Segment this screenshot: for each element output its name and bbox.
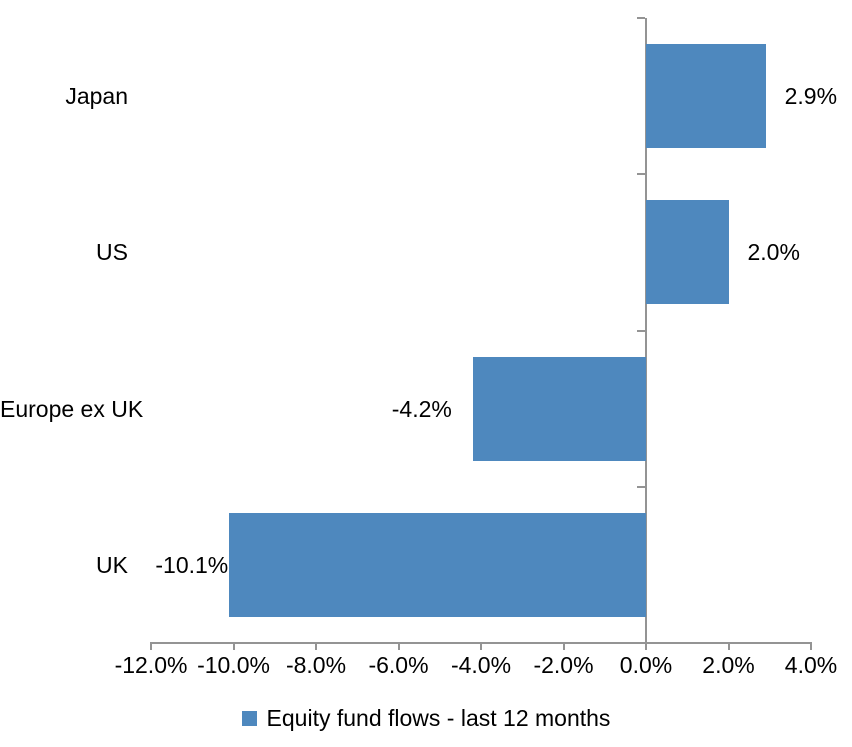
legend-swatch-icon <box>241 711 257 727</box>
category-label: UK <box>96 551 128 578</box>
bar <box>646 44 766 149</box>
category-label: Europe ex UK <box>0 395 144 422</box>
x-axis-tick <box>727 643 730 650</box>
x-axis-tick <box>397 643 400 650</box>
category-axis-tick <box>637 329 645 332</box>
legend-label: Equity fund flows - last 12 months <box>266 705 611 731</box>
bar-value-label: -10.1% <box>155 551 229 578</box>
category-label: Japan <box>65 83 128 110</box>
x-tick-label: 4.0% <box>784 652 838 678</box>
bar <box>229 512 646 617</box>
x-axis-tick <box>645 643 647 650</box>
x-axis-tick <box>810 643 812 650</box>
category-label: US <box>96 239 128 266</box>
category-axis-tick <box>637 17 645 19</box>
category-axis-tick <box>637 485 645 488</box>
bar-value-label: 2.0% <box>747 239 800 266</box>
x-tick-label: -4.0% <box>450 652 512 678</box>
legend: Equity fund flows - last 12 months <box>0 705 852 733</box>
x-axis-tick <box>315 643 317 650</box>
x-axis-tick <box>562 643 565 650</box>
x-tick-label: -6.0% <box>368 652 429 678</box>
x-axis-tick <box>232 643 235 650</box>
x-axis-tick <box>150 643 152 650</box>
x-tick-label: -2.0% <box>533 652 594 678</box>
category-axis-tick <box>637 173 645 176</box>
bar-value-label: -4.2% <box>391 395 452 422</box>
bar <box>646 200 729 305</box>
bar <box>472 356 646 461</box>
x-tick-label: -12.0% <box>114 652 188 678</box>
x-tick-label: -10.0% <box>197 652 270 678</box>
category-axis-line <box>645 18 647 650</box>
x-axis-tick <box>480 643 482 650</box>
bar-value-label: 2.9% <box>784 83 838 110</box>
x-tick-label: -8.0% <box>285 652 347 678</box>
x-tick-label: 0.0% <box>619 652 673 678</box>
x-tick-label: 2.0% <box>702 652 755 678</box>
